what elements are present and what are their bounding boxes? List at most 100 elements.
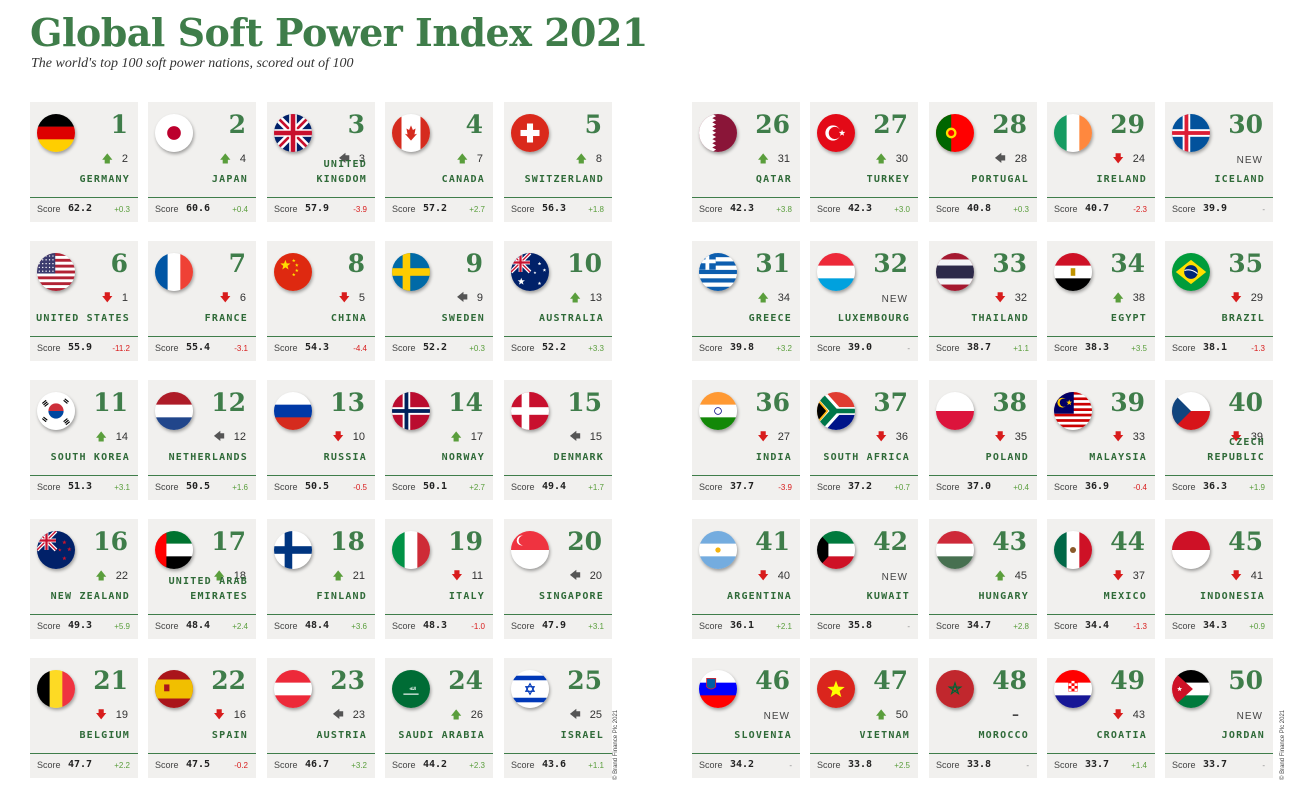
score-label: Score [155,760,179,770]
score-change: -1.0 [471,622,485,631]
score-value: 36.1 [730,620,755,631]
country-name: NEW ZEALAND [50,591,130,602]
portugal-flag-icon [936,114,974,152]
rank-number: 15 [567,388,602,417]
divider [1165,336,1273,337]
divider [929,336,1037,337]
country-card: 7 🡇 6 FRANCE Score 55.4 -3.1 [148,241,256,361]
score-value: 48.4 [186,620,211,631]
arrow-up-icon: 🡅 [994,570,1006,582]
rank-number: 17 [211,527,246,556]
divider [148,614,256,615]
egypt-flag-icon [1054,253,1092,291]
arrow-up-icon: 🡅 [575,153,587,165]
country-card: ﷲ 24 🡅 26 SAUDI ARABIA Score 44.2 +2.3 [385,658,493,778]
country-name: GREECE [748,313,792,324]
previous-rank: 13 [589,292,602,304]
score-value: 57.9 [305,203,330,214]
country-name: SAUDI ARABIA [398,730,485,741]
divider [810,614,918,615]
country-name: THAILAND [971,313,1029,324]
country-card: 25 🡄 25 ISRAEL Score 43.6 +1.1 [504,658,612,778]
rank-movement: 🡇 10 [332,428,365,447]
previous-rank: 43 [1132,709,1145,721]
india-flag-icon [699,392,737,430]
divider [929,197,1037,198]
score-label: Score [1054,621,1078,631]
score-change: -0.2 [234,761,248,770]
new-entry-label: NEW [1236,155,1263,166]
kuwait-flag-icon [817,531,855,569]
score-label: Score [936,343,960,353]
score-label: Score [511,343,535,353]
score-value: 42.3 [730,203,755,214]
country-name: CROATIA [1096,730,1147,741]
country-name: SWEDEN [441,313,485,324]
score-label: Score [1172,204,1196,214]
arrow-down-icon: 🡇 [757,570,769,582]
previous-rank-dash: – [1012,707,1019,723]
divider [810,475,918,476]
score-change: +2.7 [469,483,485,492]
country-name: MEXICO [1103,591,1147,602]
rank-movement: 🡅 50 [875,706,908,725]
score-value: 55.9 [68,342,93,353]
country-card: 6 🡇 1 UNITED STATES Score 55.9 -11.2 [30,241,138,361]
brazil-flag-icon [1172,253,1210,291]
rank-movement: 🡅 34 [757,289,790,308]
score-change: +2.8 [1013,622,1029,631]
score-change: - [1026,761,1029,770]
score-label: Score [817,621,841,631]
divider [1047,197,1155,198]
arrow-down-icon: 🡇 [1230,292,1242,304]
score-change: - [907,344,910,353]
jordan-flag-icon [1172,670,1210,708]
previous-rank: 37 [1132,570,1145,582]
score-change: - [789,761,792,770]
rank-number: 11 [93,388,128,417]
arrow-left-icon: 🡄 [569,709,581,721]
score-value: 34.4 [1085,620,1110,631]
rank-movement: 🡄 12 [213,428,246,447]
divider [1047,614,1155,615]
rank-number: 35 [1228,249,1263,278]
rank-movement: 🡄 28 [994,150,1027,169]
country-name: MOROCCO [978,730,1029,741]
score-label: Score [699,482,723,492]
rank-movement: 🡇 32 [994,289,1027,308]
rank-number: 30 [1228,110,1263,139]
country-name: JAPAN [211,174,248,185]
italy-flag-icon [392,531,430,569]
country-card: 11 🡅 14 SOUTH KOREA Score 51.3 +3.1 [30,380,138,500]
previous-rank: 35 [1014,431,1027,443]
rank-movement: 🡄 9 [457,289,484,308]
country-name: CZECH REPUBLIC [1207,437,1265,463]
rank-number: 2 [228,110,246,139]
rank-number: 39 [1110,388,1145,417]
score-value: 46.7 [305,759,330,770]
previous-rank: 18 [233,570,246,582]
divider [1165,753,1273,754]
previous-rank: 16 [233,709,246,721]
score-value: 35.8 [848,620,873,631]
previous-rank: 31 [777,153,790,165]
rank-movement: 🡇 16 [213,706,246,725]
score-label: Score [37,482,61,492]
score-change: +1.9 [1249,483,1265,492]
rank-number: 42 [873,527,908,556]
arrow-down-icon: 🡇 [1112,570,1124,582]
previous-rank: 26 [470,709,483,721]
country-card: 32 NEW LUXEMBOURG Score 39.0 - [810,241,918,361]
rank-movement: 🡇 43 [1112,706,1145,725]
turkey-flag-icon [817,114,855,152]
score-change: +3.8 [776,205,792,214]
country-name: RUSSIA [323,452,367,463]
page-subtitle: The world's top 100 soft power nations, … [31,56,354,71]
score-change: -0.5 [353,483,367,492]
germany-flag-icon [37,114,75,152]
copyright-credit: © Brand Finance Plc 2021 [1280,709,1286,780]
divider [1047,336,1155,337]
canada-flag-icon [392,114,430,152]
divider [30,475,138,476]
previous-rank: 30 [895,153,908,165]
